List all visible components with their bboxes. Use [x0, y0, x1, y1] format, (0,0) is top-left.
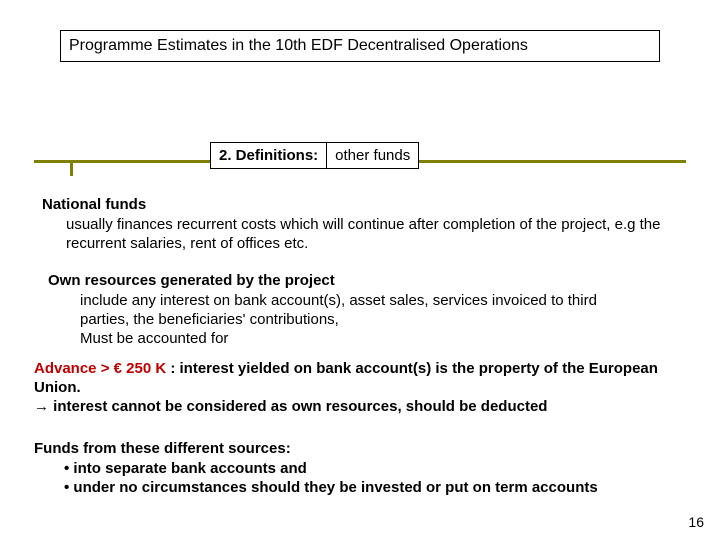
sources-block: Funds from these different sources: into…	[34, 440, 714, 498]
advance-block: Advance > € 250 K : interest yielded on …	[34, 360, 694, 416]
own-resources-line2: Must be accounted for	[80, 330, 228, 347]
heading-sources: Funds from these different sources:	[34, 440, 291, 457]
advance-lead: Advance > € 250 K	[34, 360, 166, 377]
body-national-funds: usually finances recurrent costs which w…	[66, 216, 666, 254]
bullet-1: into separate bank accounts and	[64, 460, 307, 477]
heading-own-resources: Own resources generated by the project	[48, 272, 335, 289]
body-own-resources: include any interest on bank account(s),…	[80, 292, 620, 348]
arrow-icon: →	[34, 398, 49, 415]
definitions-row: 2. Definitions: other funds	[210, 142, 419, 169]
definitions-value: other funds	[326, 142, 419, 169]
slide: Programme Estimates in the 10th EDF Dece…	[0, 0, 720, 540]
page-title: Programme Estimates in the 10th EDF Dece…	[69, 37, 528, 54]
bullet-2: under no circumstances should they be in…	[64, 479, 598, 496]
advance-line2-rest: interest cannot be considered as own res…	[49, 398, 547, 415]
rule-tick	[70, 160, 73, 176]
heading-national-funds: National funds	[42, 196, 146, 213]
definitions-label: 2. Definitions:	[210, 142, 326, 169]
own-resources-line1: include any interest on bank account(s),…	[80, 292, 597, 328]
title-box: Programme Estimates in the 10th EDF Dece…	[60, 30, 660, 62]
page-number: 16	[688, 514, 704, 530]
